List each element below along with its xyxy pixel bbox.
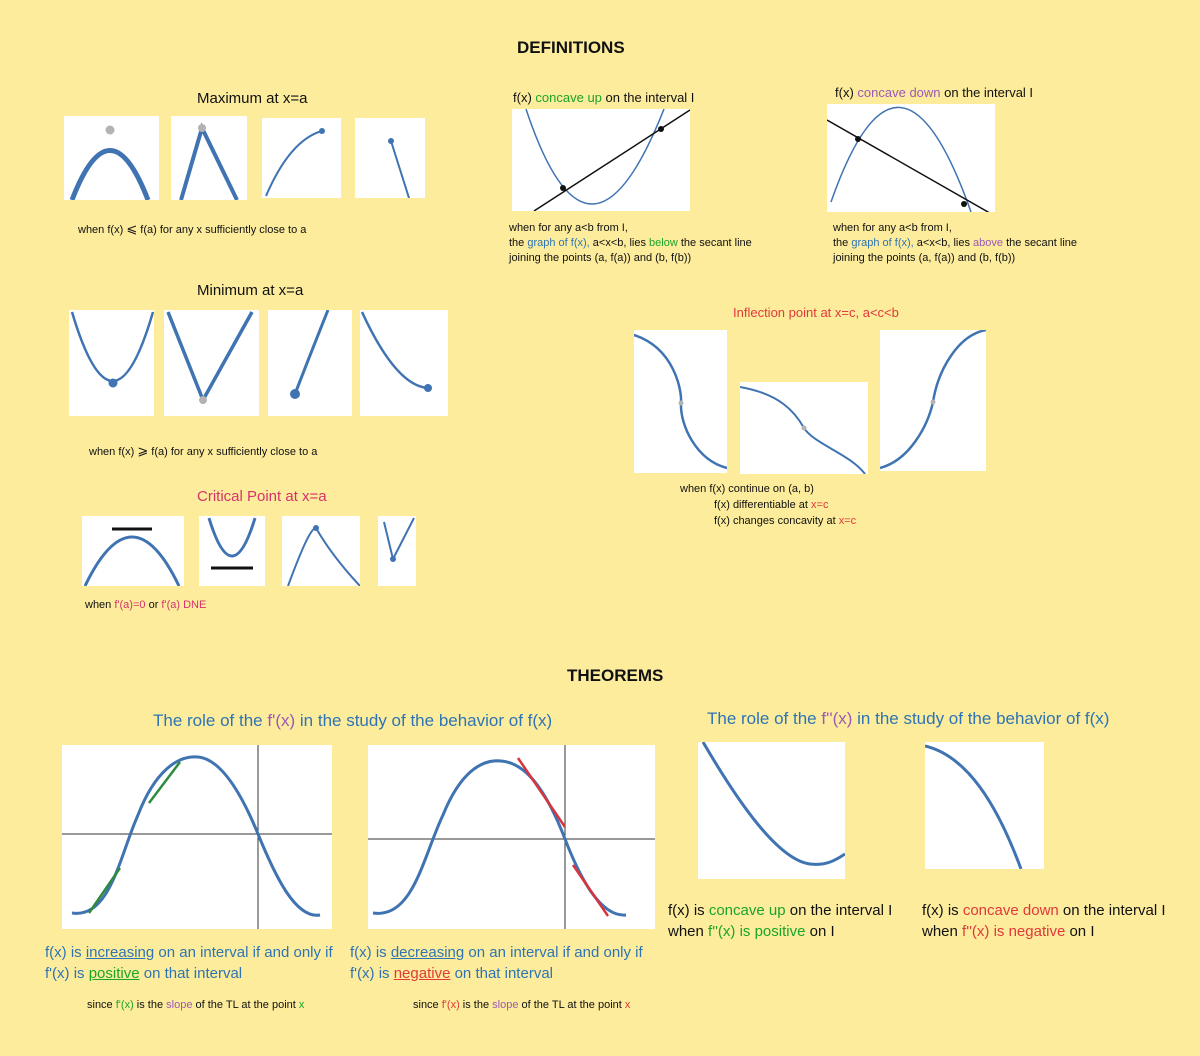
concave-up-curve — [701, 742, 845, 866]
crit-panel-3 — [282, 516, 360, 586]
concave-up-title: f(x) concave up on the interval I — [513, 90, 695, 105]
minimum-title: Minimum at x=a — [197, 282, 304, 299]
crit-panel-1 — [82, 516, 184, 586]
critical-title: Critical Point at x=a — [197, 488, 327, 505]
tangent-line-low — [87, 867, 122, 914]
max-panel-1 — [64, 116, 159, 200]
min-panel-4 — [360, 310, 448, 416]
max-panel-3 — [262, 118, 341, 198]
critical-caption: when f'(a)=0 or f'(a) DNE — [85, 599, 207, 611]
since-note-right: since f'(x) is the slope of the TL at th… — [413, 999, 631, 1011]
min-point-2 — [199, 396, 207, 404]
concave-up-caption: when for any a<b from I, the graph of f(… — [509, 222, 752, 264]
min-curve-4 — [360, 311, 429, 390]
max-curve-2 — [179, 122, 239, 200]
min-panel-1 — [69, 310, 154, 416]
inflection-point-3 — [930, 399, 936, 405]
theorem-concave-up-graph — [698, 742, 845, 879]
theorem-concave-down-graph — [925, 742, 1044, 869]
crit-panel-4 — [378, 516, 416, 586]
min-point-4 — [424, 384, 432, 392]
definitions-heading: DEFINITIONS — [517, 38, 625, 57]
maximum-caption: when f(x) ⩽ f(a) for any x sufficiently … — [78, 221, 307, 236]
tangent-line-top — [516, 757, 567, 828]
min-panel-3 — [268, 310, 352, 416]
crit-point-3 — [313, 525, 319, 531]
concave-up-graph — [512, 109, 690, 211]
min-panel-2 — [164, 310, 259, 416]
crit-curve-2 — [207, 517, 257, 558]
inflection-panel-1 — [634, 330, 727, 473]
secant-point-b-down — [961, 201, 967, 207]
concave-up-statement: f(x) is concave up on the interval I whe… — [668, 902, 893, 940]
min-point-3 — [290, 389, 300, 399]
concave-down-caption: when for any a<b from I, the graph of f(… — [833, 222, 1078, 264]
max-curve-1 — [69, 148, 151, 200]
max-panel-2 — [171, 116, 247, 200]
inflection-curve-2 — [740, 386, 866, 474]
inflection-point-2 — [801, 425, 807, 431]
sine-curve — [71, 755, 321, 917]
concave-down-title: f(x) concave down on the interval I — [835, 85, 1034, 100]
tangent-line-high — [148, 761, 181, 804]
since-note-left: since f'(x) is the slope of the TL at th… — [87, 999, 305, 1011]
fsecond-title: The role of the f''(x) in the study of t… — [707, 709, 1110, 728]
secant-point-a-up — [560, 185, 566, 191]
min-curve-3 — [293, 310, 330, 395]
crit-panel-2 — [199, 516, 265, 586]
concave-down-curve — [830, 106, 972, 212]
max-point-3 — [319, 128, 325, 134]
crit-curve-1 — [83, 535, 181, 586]
decreasing-graph — [368, 745, 655, 929]
increasing-graph — [62, 745, 332, 929]
inflection-cond-3: f(x) changes concavity at x=c — [714, 515, 857, 527]
secant-line-down — [827, 119, 990, 212]
concave-down-graph — [827, 104, 995, 212]
secant-point-a-down — [855, 136, 861, 142]
max-panel-4 — [355, 118, 425, 198]
inflection-panel-2 — [740, 382, 868, 474]
inflection-cond-2: f(x) differentiable at x=c — [714, 499, 829, 511]
sine-curve — [372, 759, 627, 917]
max-point-1 — [105, 125, 115, 135]
crit-curve-3 — [287, 527, 360, 586]
concave-up-curve — [525, 109, 665, 205]
theorems-heading: THEOREMS — [567, 666, 664, 685]
min-curve-2 — [166, 311, 254, 405]
inflection-cond-1: when f(x) continue on (a, b) — [680, 483, 814, 495]
minimum-caption: when f(x) ⩾ f(a) for any x sufficiently … — [89, 443, 318, 458]
max-point-2 — [198, 124, 206, 132]
crit-curve-4 — [383, 517, 415, 562]
max-curve-4 — [390, 140, 410, 198]
inflection-title: Inflection point at x=c, a<c<b — [733, 305, 899, 320]
min-point-1 — [108, 378, 118, 388]
inflection-panel-3 — [880, 330, 986, 471]
concave-down-statement: f(x) is concave down on the interval I w… — [922, 902, 1166, 940]
secant-point-b-up — [658, 126, 664, 132]
fprime-title: The role of the f'(x) in the study of th… — [153, 711, 553, 730]
decreasing-statement: f(x) is decreasing on an interval if and… — [350, 944, 643, 982]
crit-point-4 — [390, 556, 396, 562]
concave-down-curve — [925, 744, 1023, 869]
max-point-4 — [388, 138, 394, 144]
secant-line-up — [533, 109, 690, 211]
min-curve-1 — [70, 311, 154, 382]
inflection-curve-3 — [880, 330, 986, 470]
maximum-title: Maximum at x=a — [197, 90, 308, 107]
tangent-line-bottom — [571, 864, 610, 917]
max-curve-3 — [265, 130, 323, 197]
inflection-point-1 — [678, 400, 684, 406]
increasing-statement: f(x) is increasing on an interval if and… — [45, 944, 333, 982]
